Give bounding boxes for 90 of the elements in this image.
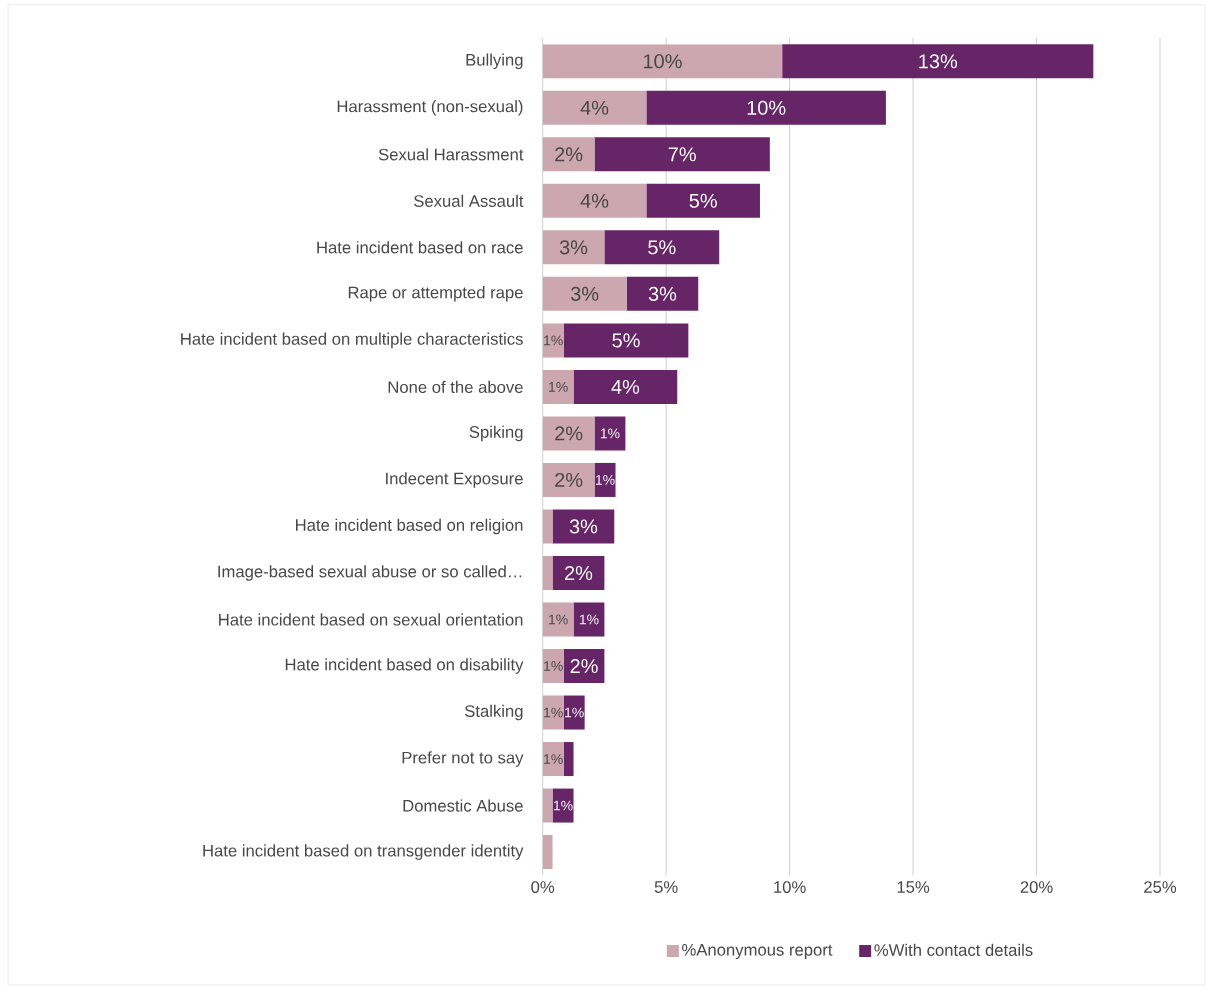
y-tick-label: Indecent Exposure: [386, 472, 523, 488]
bar: [542, 509, 553, 544]
y-tick-label: Bullying: [466, 53, 523, 70]
y-tick-label: Prefer not to say: [402, 751, 524, 767]
bar: [542, 230, 605, 265]
x-tick-label: 10%: [774, 881, 806, 893]
bar: [542, 276, 627, 311]
y-tick-label: Image-based sexual abuse or so called…: [218, 565, 522, 581]
data-label: 1%: [595, 475, 615, 485]
data-label: 2%: [555, 472, 583, 487]
bar: [573, 369, 678, 404]
bar: [594, 462, 616, 497]
y-tick-label: Hate incident based on sexual orientation: [219, 613, 523, 626]
y-tick-label: Sexual Harassment: [378, 148, 524, 161]
bar: [782, 44, 1094, 79]
y-tick-label: None of the above: [388, 380, 523, 394]
bar: [594, 416, 626, 451]
data-label: 1%: [565, 707, 584, 718]
bar: [542, 44, 783, 79]
data-label: 1%: [579, 614, 599, 625]
bar: [542, 742, 564, 777]
bar: [542, 649, 564, 684]
bar: [563, 695, 585, 730]
x-tick-label: 25%: [1144, 881, 1177, 893]
bar: [542, 369, 574, 404]
data-label: 3%: [648, 286, 677, 301]
data-label: 2%: [555, 147, 583, 162]
bar: [542, 835, 553, 870]
data-label: 4%: [611, 379, 640, 394]
bar: [542, 695, 564, 730]
data-label: 10%: [643, 54, 682, 69]
data-label: 5%: [648, 240, 676, 255]
data-label: 3%: [559, 240, 588, 255]
data-label: 4%: [580, 193, 609, 208]
bar: [573, 602, 605, 637]
data-label: 3%: [570, 286, 599, 301]
data-label: 1%: [600, 428, 620, 439]
x-tick-label: 0%: [531, 881, 555, 893]
y-tick-label: Rape or attempted rape: [348, 286, 523, 302]
data-label: 2%: [565, 565, 593, 581]
data-label: 5%: [689, 193, 717, 208]
bar: [542, 462, 595, 497]
bar: [542, 602, 574, 637]
bar: [542, 90, 647, 125]
data-label: 1%: [544, 707, 563, 718]
data-label: 13%: [919, 54, 958, 69]
data-label: 7%: [668, 147, 696, 162]
data-label: 10%: [747, 100, 786, 115]
data-label: 2%: [570, 658, 598, 674]
data-label: 1%: [549, 382, 568, 392]
legend-label: %With contact details: [874, 943, 1033, 956]
bar: [604, 230, 720, 265]
bar: [626, 276, 699, 311]
bar: [563, 323, 689, 358]
bar: [542, 788, 553, 823]
y-tick-label: Hate incident based on disability: [285, 658, 524, 674]
bar: [552, 555, 605, 590]
bar: [542, 416, 595, 451]
x-tick-label: 15%: [897, 881, 930, 893]
bar: [646, 90, 886, 125]
y-tick-label: Domestic Abuse: [403, 799, 523, 812]
bar: [542, 323, 564, 358]
y-tick-label: Stalking: [464, 704, 523, 721]
y-tick-label: Sexual Assault: [414, 194, 524, 207]
y-tick-label: Hate incident based on religion: [296, 518, 523, 535]
bar: [563, 742, 574, 777]
bar: [542, 137, 595, 172]
bar: [594, 137, 770, 172]
y-tick-label: Hate incident based on transgender identity: [203, 844, 524, 860]
bar: [552, 788, 574, 823]
bar: [552, 509, 615, 544]
bar: [542, 555, 553, 590]
y-tick-label: Spiking: [469, 425, 523, 442]
data-label: 1%: [544, 661, 563, 671]
y-tick-label: Hate incident based on multiple characteristics: [181, 332, 523, 349]
y-tick-label: Harassment (non-sexual): [337, 100, 523, 116]
data-label: 1%: [554, 800, 573, 811]
bar: [646, 183, 760, 218]
y-tick-label: Hate incident based on race: [317, 241, 523, 254]
data-label: 5%: [612, 333, 640, 348]
legend-label: %Anonymous report: [682, 944, 833, 960]
x-tick-label: 20%: [1020, 881, 1053, 893]
bar: [542, 183, 647, 218]
data-label: 2%: [555, 426, 583, 441]
data-label: 4%: [580, 100, 609, 115]
data-label: 1%: [544, 754, 563, 764]
data-label: 1%: [544, 335, 563, 346]
data-label: 3%: [569, 519, 598, 534]
data-label: 1%: [549, 614, 568, 625]
x-tick-label: 5%: [654, 881, 678, 893]
